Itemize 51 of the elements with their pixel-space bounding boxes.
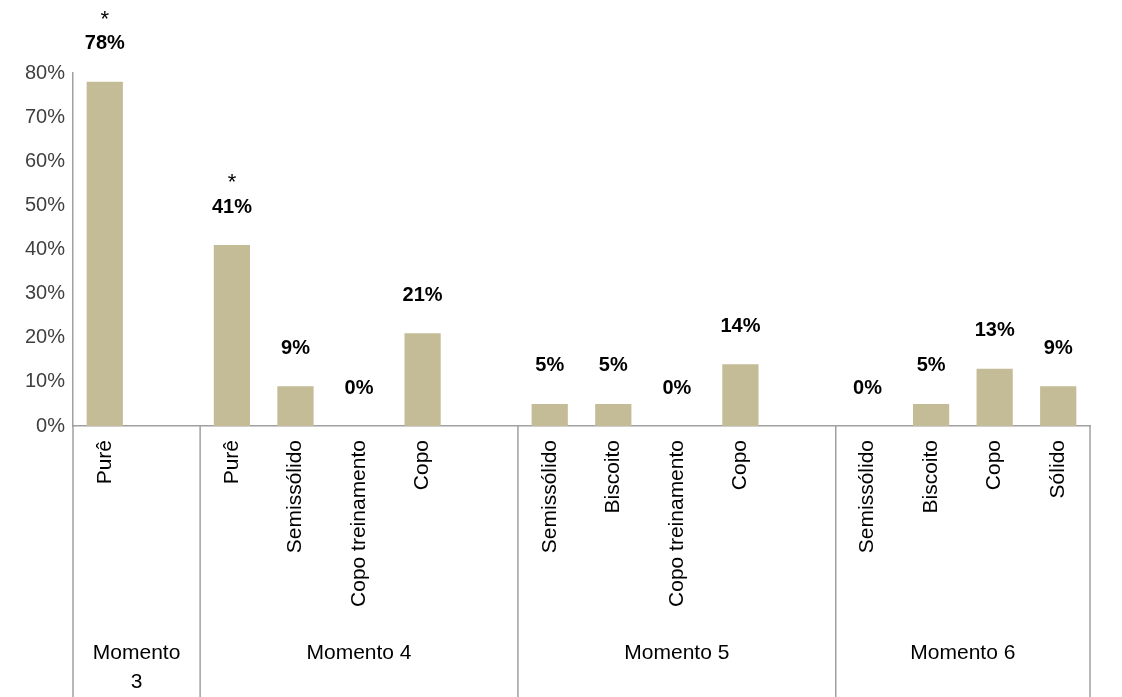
text: Momento 4 <box>306 639 412 663</box>
y-tick-label: 30% <box>24 281 66 304</box>
bar <box>912 403 950 426</box>
x-tick-label: Biscoito <box>917 440 941 514</box>
data-label: 41% <box>211 194 253 217</box>
bar <box>277 386 314 426</box>
bar <box>1040 386 1077 426</box>
text: Momento 6 <box>910 639 1016 663</box>
x-tick-label: Semissólido <box>536 440 560 554</box>
bar <box>531 403 568 426</box>
bar <box>213 245 251 426</box>
y-tick-label: 80% <box>24 60 66 83</box>
data-label: 5% <box>916 353 946 376</box>
data-label: 5% <box>535 353 565 376</box>
bar <box>404 333 441 426</box>
bar <box>86 81 123 426</box>
data-label: 5% <box>598 353 628 376</box>
x-tick-label: Copo <box>981 440 1005 491</box>
data-label: 0% <box>853 375 883 398</box>
data-label: 21% <box>402 282 443 305</box>
x-tick-label: Semissólido <box>854 440 878 554</box>
x-tick-label: Purê <box>91 440 115 485</box>
data-label: 9% <box>281 335 311 358</box>
data-label: 78% <box>84 31 126 54</box>
y-tick-label: 40% <box>24 237 66 260</box>
text: Momento 3 <box>92 639 181 692</box>
bar <box>976 368 1013 426</box>
text: Momento 5 <box>624 639 730 663</box>
x-tick-label: Semissólido <box>282 440 306 554</box>
x-tick-label: Purê <box>218 440 242 485</box>
x-tick-label: Copo treinamento <box>345 440 369 607</box>
bar <box>722 364 759 426</box>
x-tick-label: Copo <box>409 440 433 491</box>
data-label: 0% <box>662 375 692 398</box>
y-tick-label: 60% <box>24 148 66 171</box>
y-tick-label: 20% <box>24 325 66 348</box>
y-tick-label: 0% <box>36 413 66 436</box>
data-label: 14% <box>720 313 761 336</box>
y-tick-label: 50% <box>24 192 66 215</box>
y-tick-label: 70% <box>24 104 66 127</box>
data-label: 0% <box>344 375 374 398</box>
x-tick-label: Copo <box>727 440 751 491</box>
annotation: * <box>100 5 110 31</box>
y-tick-label: 10% <box>24 369 66 392</box>
data-label: 13% <box>974 318 1015 341</box>
bar <box>595 403 632 426</box>
x-tick-label: Sólido <box>1045 440 1069 499</box>
data-label: 9% <box>1043 335 1073 358</box>
annotation: * <box>227 169 237 195</box>
x-tick-label: Biscoito <box>600 440 624 514</box>
x-tick-label: Copo treinamento <box>663 440 687 607</box>
